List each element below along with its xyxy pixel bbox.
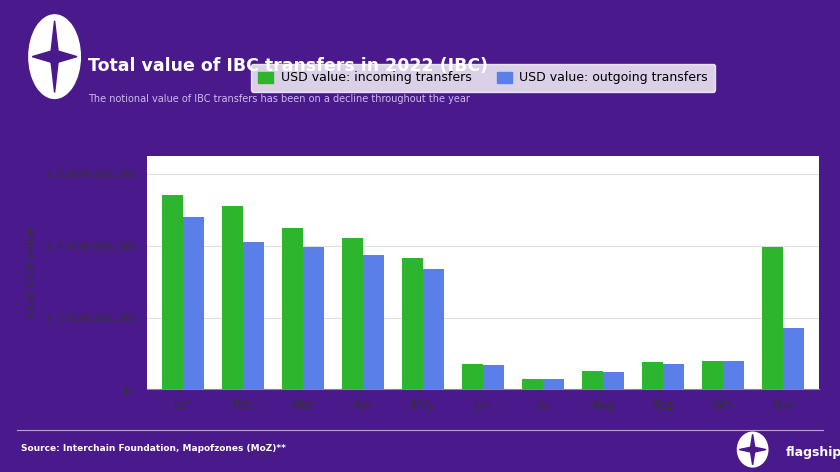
Bar (342, 238, 363, 389)
Bar (723, 362, 744, 389)
Bar (522, 379, 543, 389)
Ellipse shape (28, 14, 81, 99)
Bar (663, 363, 684, 389)
Polygon shape (50, 21, 59, 93)
Polygon shape (750, 434, 755, 465)
Bar (702, 361, 723, 389)
Bar (402, 258, 423, 389)
Text: Total value of IBC transfers in 2022 (IBC): Total value of IBC transfers in 2022 (IB… (88, 57, 488, 75)
Text: Source: Interchain Foundation, Mapofzones (MoZ)**: Source: Interchain Foundation, Mapofzone… (21, 444, 286, 453)
Legend: USD value: incoming transfers, USD value: outgoing transfers: USD value: incoming transfers, USD value… (251, 64, 715, 92)
Bar (783, 329, 804, 389)
Bar (762, 247, 783, 389)
Bar (423, 269, 444, 389)
Bar (303, 247, 324, 389)
Bar (462, 364, 483, 389)
Bar (282, 228, 303, 389)
Y-axis label: Total USD value: Total USD value (25, 226, 38, 319)
Bar (582, 371, 603, 389)
Bar (483, 365, 504, 389)
Ellipse shape (737, 431, 769, 468)
Text: The notional value of IBC transfers has been on a decline throughout the year: The notional value of IBC transfers has … (88, 94, 470, 104)
Bar (603, 372, 624, 389)
Bar (183, 217, 204, 389)
Text: flagship: flagship (785, 447, 840, 459)
Bar (642, 362, 663, 389)
Bar (243, 242, 264, 389)
Polygon shape (32, 50, 77, 63)
Polygon shape (739, 447, 766, 452)
Bar (363, 254, 384, 389)
Bar (543, 379, 564, 389)
Bar (222, 206, 243, 389)
Bar (162, 195, 183, 389)
